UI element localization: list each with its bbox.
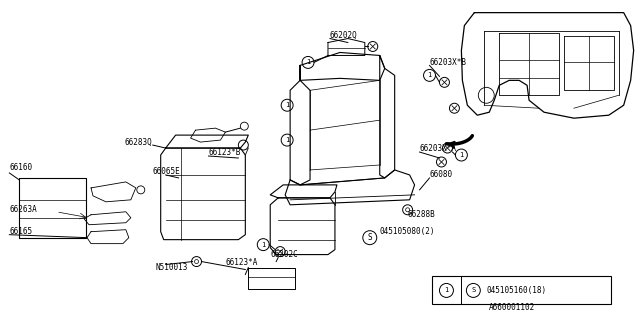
Text: 1: 1 bbox=[460, 152, 463, 158]
Text: N510013: N510013 bbox=[156, 263, 188, 272]
Text: S: S bbox=[471, 287, 476, 293]
Text: 1: 1 bbox=[261, 242, 266, 248]
Text: 66263A: 66263A bbox=[10, 205, 37, 214]
Text: 66283Q: 66283Q bbox=[125, 138, 153, 147]
Text: 66123*B: 66123*B bbox=[209, 148, 241, 156]
Text: 1: 1 bbox=[306, 60, 310, 65]
Text: 1: 1 bbox=[285, 102, 289, 108]
Text: 1: 1 bbox=[285, 137, 289, 143]
Text: 045105080(2): 045105080(2) bbox=[380, 227, 435, 236]
Text: A660001102: A660001102 bbox=[489, 303, 536, 312]
Text: 045105160(18): 045105160(18) bbox=[486, 286, 547, 295]
Text: 66160: 66160 bbox=[10, 164, 33, 172]
Text: 1: 1 bbox=[428, 72, 431, 78]
Text: 66165: 66165 bbox=[10, 227, 33, 236]
Text: 66065E: 66065E bbox=[153, 167, 180, 176]
Text: S: S bbox=[367, 233, 372, 242]
Text: 66203X*B: 66203X*B bbox=[429, 58, 467, 67]
Text: 66203X*A: 66203X*A bbox=[420, 144, 456, 153]
Text: 66202C: 66202C bbox=[270, 250, 298, 259]
Text: 66123*A: 66123*A bbox=[225, 258, 258, 267]
Text: 66288B: 66288B bbox=[408, 210, 435, 219]
Text: 66202Q: 66202Q bbox=[330, 31, 358, 40]
Text: 66080: 66080 bbox=[429, 171, 452, 180]
Text: 1: 1 bbox=[444, 287, 449, 293]
